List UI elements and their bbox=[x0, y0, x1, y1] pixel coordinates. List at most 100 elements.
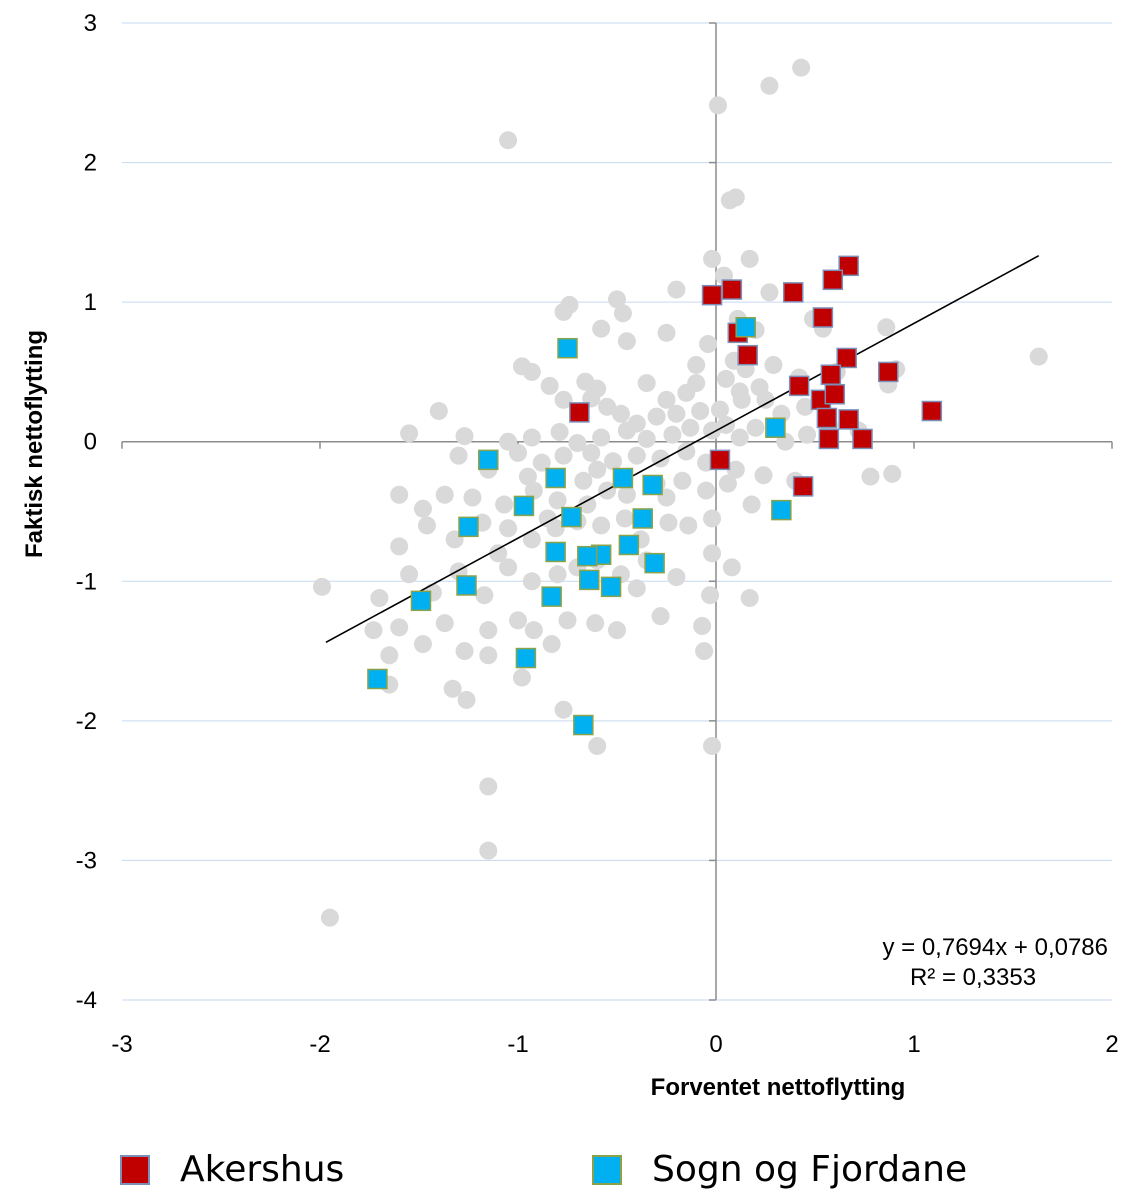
data-point bbox=[796, 397, 815, 416]
data-point bbox=[764, 355, 783, 374]
gridlines bbox=[122, 22, 1112, 1001]
data-point bbox=[578, 495, 597, 514]
data-point-sogn-og-fjordane bbox=[410, 590, 432, 612]
data-point bbox=[548, 491, 567, 510]
y-tick-label: -1 bbox=[76, 568, 97, 595]
data-point bbox=[740, 249, 759, 268]
data-point bbox=[364, 621, 383, 640]
data-point bbox=[608, 621, 626, 640]
data-point bbox=[691, 402, 710, 421]
data-point bbox=[550, 422, 569, 441]
data-point-akershus bbox=[709, 449, 731, 471]
data-point bbox=[693, 616, 712, 635]
data-point-akershus bbox=[782, 282, 804, 303]
data-point bbox=[701, 586, 720, 605]
data-point bbox=[522, 362, 541, 381]
data-point-akershus bbox=[792, 476, 814, 497]
x-tick-label: 1 bbox=[907, 1031, 920, 1058]
data-point bbox=[586, 614, 605, 633]
data-point bbox=[746, 418, 765, 437]
data-point bbox=[703, 509, 722, 528]
data-point-sogn-og-fjordane bbox=[771, 499, 792, 521]
data-point bbox=[554, 446, 573, 465]
axes bbox=[121, 22, 1113, 1001]
data-point bbox=[522, 572, 541, 591]
data-point bbox=[390, 618, 409, 637]
data-point bbox=[667, 280, 686, 299]
data-point-akershus bbox=[838, 255, 859, 277]
data-point bbox=[390, 537, 409, 556]
data-point-akershus bbox=[822, 269, 844, 291]
legend-label-sogn-og-fjordane: Sogn og Fjordane bbox=[652, 1149, 968, 1190]
data-point-akershus bbox=[824, 384, 846, 405]
data-point bbox=[568, 434, 587, 453]
data-point bbox=[499, 558, 518, 577]
data-point-akershus bbox=[852, 428, 873, 450]
y-tick-label: -2 bbox=[76, 708, 97, 735]
data-point-sogn-og-fjordane bbox=[557, 337, 578, 359]
data-point bbox=[718, 474, 737, 493]
data-point bbox=[792, 58, 811, 77]
data-point bbox=[659, 513, 678, 532]
data-point bbox=[703, 736, 722, 755]
y-tick-label: 2 bbox=[84, 150, 97, 177]
data-point-akershus bbox=[569, 402, 590, 423]
data-point bbox=[380, 646, 399, 665]
data-point bbox=[720, 191, 739, 210]
data-point bbox=[710, 400, 729, 419]
data-point bbox=[703, 249, 722, 268]
data-point bbox=[558, 611, 577, 630]
x-tick-label: -1 bbox=[507, 1031, 528, 1058]
data-point bbox=[1029, 347, 1048, 366]
data-point bbox=[499, 131, 518, 150]
data-point bbox=[592, 319, 611, 338]
data-point-akershus bbox=[737, 344, 758, 366]
data-point-akershus bbox=[838, 409, 859, 430]
x-tick-label: -3 bbox=[111, 1031, 132, 1058]
data-point bbox=[673, 471, 692, 490]
data-point-akershus bbox=[721, 279, 743, 300]
data-point bbox=[742, 495, 761, 514]
data-point-sogn-og-fjordane bbox=[545, 467, 566, 489]
data-point bbox=[312, 577, 331, 596]
data-point-akershus bbox=[820, 364, 842, 385]
data-point bbox=[760, 283, 779, 302]
data-point-sogn-og-fjordane bbox=[561, 506, 582, 528]
data-point bbox=[522, 428, 541, 447]
trendline-equation: y = 0,7694x + 0,0786 bbox=[882, 934, 1108, 961]
data-point bbox=[756, 390, 775, 409]
data-point bbox=[883, 464, 902, 483]
data-point bbox=[677, 383, 696, 402]
data-point bbox=[726, 460, 745, 479]
data-point bbox=[509, 611, 527, 630]
data-point bbox=[435, 485, 454, 504]
data-point bbox=[582, 443, 601, 462]
y-tick-labels: -4 -3 -2 -1 0 1 2 3 bbox=[76, 10, 97, 1014]
legend-item-akershus: Akershus bbox=[120, 1150, 344, 1190]
data-point-akershus bbox=[701, 284, 723, 306]
data-point-sogn-og-fjordane bbox=[367, 668, 388, 690]
data-point bbox=[663, 425, 682, 444]
data-point bbox=[479, 841, 498, 860]
data-point bbox=[699, 335, 718, 354]
data-point bbox=[400, 565, 419, 584]
data-point bbox=[617, 421, 636, 440]
trendline bbox=[325, 255, 1040, 643]
data-point bbox=[479, 646, 498, 665]
y-axis-title: Faktisk nettoflytting bbox=[21, 330, 48, 558]
legend-swatch-sogn-og-fjordane bbox=[592, 1155, 622, 1185]
data-point bbox=[627, 579, 646, 598]
y-tick-label: 0 bbox=[84, 429, 97, 456]
data-point bbox=[499, 519, 518, 538]
data-point bbox=[554, 302, 573, 321]
data-point bbox=[647, 407, 666, 426]
data-point bbox=[538, 509, 557, 528]
data-point bbox=[613, 304, 632, 323]
data-point-sogn-og-fjordane bbox=[478, 449, 499, 471]
data-point bbox=[532, 453, 551, 472]
data-point bbox=[732, 390, 751, 409]
data-point-akershus bbox=[878, 361, 899, 383]
data-point-sogn-og-fjordane bbox=[600, 576, 622, 598]
data-point bbox=[637, 429, 656, 448]
data-point-sogn-og-fjordane bbox=[642, 474, 663, 496]
